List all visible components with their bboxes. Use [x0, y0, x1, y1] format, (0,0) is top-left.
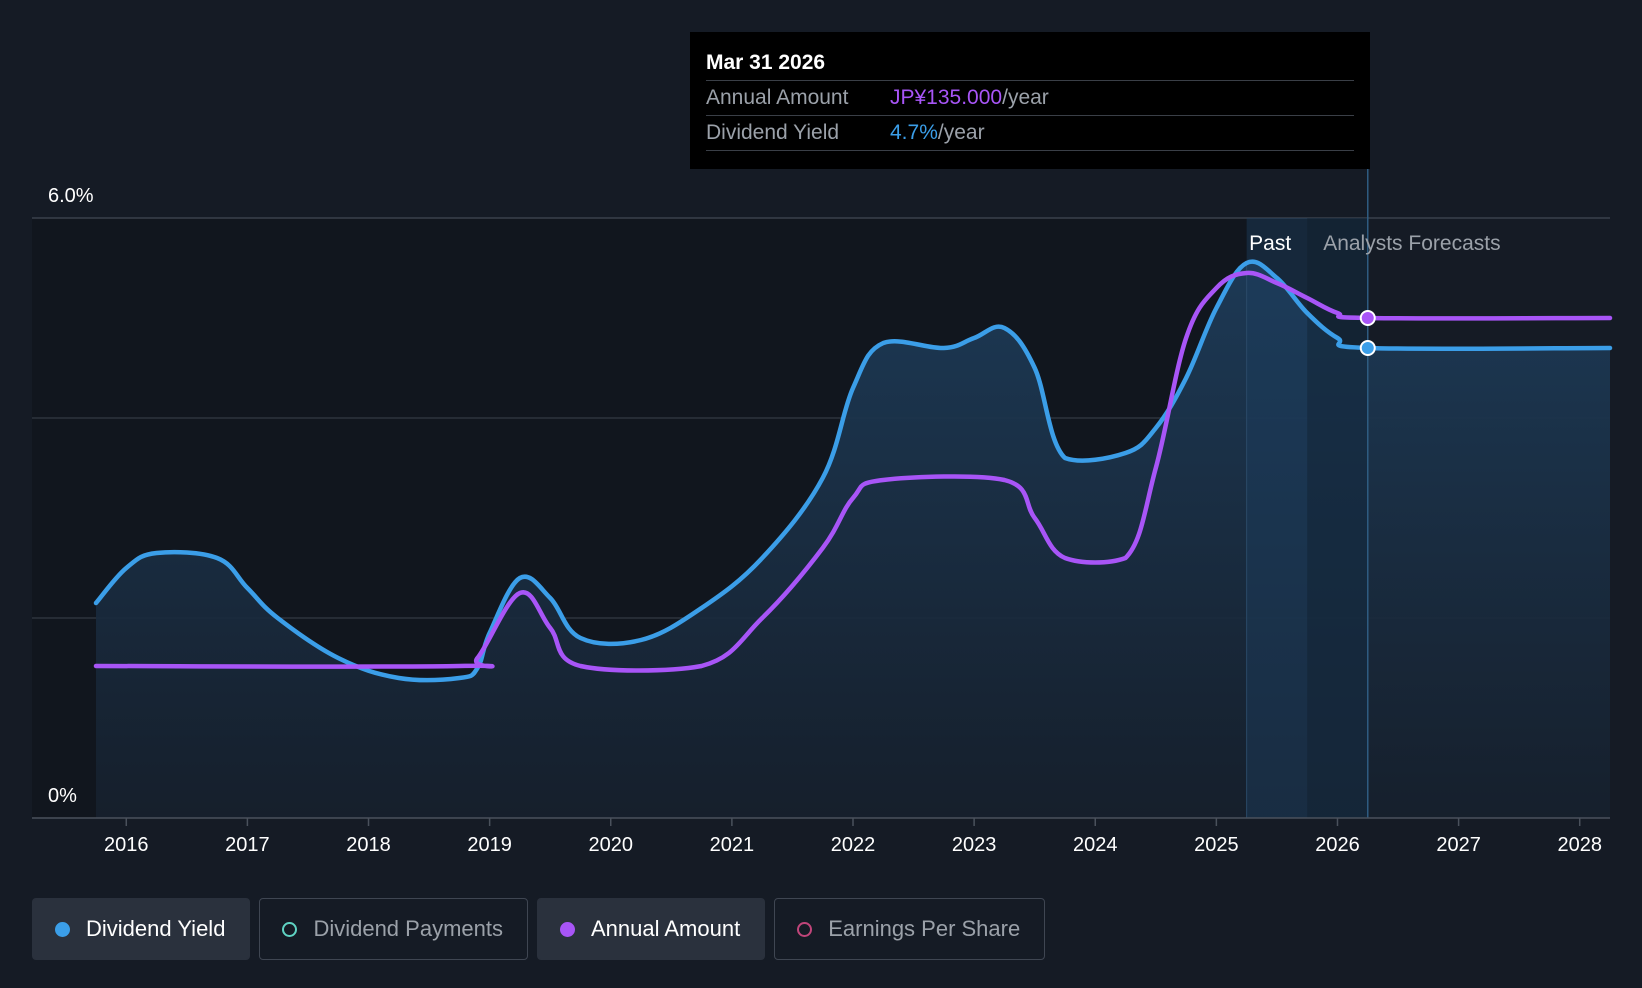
ring-dot-icon — [282, 921, 298, 937]
legend-earnings-per-share[interactable]: Earnings Per Share — [774, 898, 1046, 960]
x-tick-label: 2018 — [346, 834, 391, 856]
x-tick-label: 2027 — [1436, 834, 1481, 856]
yield-area — [96, 261, 1610, 818]
past-label: Past — [1249, 232, 1291, 255]
dividend-yield-line — [93, 259, 1613, 683]
y-tick-label: 6.0% — [48, 185, 94, 207]
x-tick-label: 2020 — [589, 834, 634, 856]
filled-dot-icon — [55, 921, 70, 937]
tooltip-unit: /year — [1002, 86, 1049, 109]
x-tick-label: 2028 — [1557, 834, 1602, 856]
tooltip-unit: /year — [937, 121, 985, 144]
tooltip-value: 4.7% — [890, 121, 938, 144]
y-tick-label: 0% — [48, 785, 77, 807]
filled-dot-icon — [559, 921, 575, 937]
annual-amount-marker — [1359, 310, 1376, 326]
dividend-yield-marker — [1359, 340, 1376, 356]
forecast-label: Analysts Forecasts — [1323, 232, 1500, 255]
x-tick-label: 2017 — [225, 834, 270, 856]
tooltip-value: JP¥135.000 — [890, 86, 1003, 109]
legend-dividend-yield[interactable]: Dividend Yield — [32, 898, 251, 960]
x-tick-label: 2025 — [1194, 834, 1239, 856]
x-tick-label: 2021 — [710, 834, 755, 856]
legend-label: Dividend Yield — [86, 916, 226, 941]
ring-dot-icon — [797, 921, 813, 937]
legend-annual-amount[interactable]: Annual Amount — [536, 898, 766, 960]
legend-label: Dividend Payments — [313, 916, 503, 941]
tooltip-label: Dividend Yield — [706, 121, 840, 144]
legend-label: Annual Amount — [590, 916, 741, 941]
x-tick-label: 2019 — [467, 834, 512, 856]
tooltip-label: Annual Amount — [706, 86, 849, 109]
x-tick-label: 2024 — [1073, 834, 1118, 856]
forecast-shade — [1307, 218, 1368, 818]
annual-amount-line — [93, 270, 1613, 673]
x-tick-label: 2026 — [1315, 834, 1360, 856]
x-tick-label: 2022 — [831, 834, 876, 856]
legend-dividend-payments[interactable]: Dividend Payments — [259, 898, 528, 960]
tooltip-date: Mar 31 2026 — [706, 46, 1354, 81]
chart-legend: Dividend Yield Dividend Payments Annual … — [32, 898, 1046, 960]
x-tick-label: 2023 — [952, 834, 997, 856]
legend-label: Earnings Per Share — [828, 916, 1021, 941]
tooltip-row-annual-amount: Annual Amount JP¥135.000 /year — [706, 81, 1354, 116]
chart-tooltip: Mar 31 2026 Annual Amount JP¥135.000 /ye… — [690, 32, 1370, 169]
tooltip-row-dividend-yield: Dividend Yield 4.7% /year — [706, 116, 1354, 151]
x-tick-label: 2016 — [104, 834, 149, 856]
